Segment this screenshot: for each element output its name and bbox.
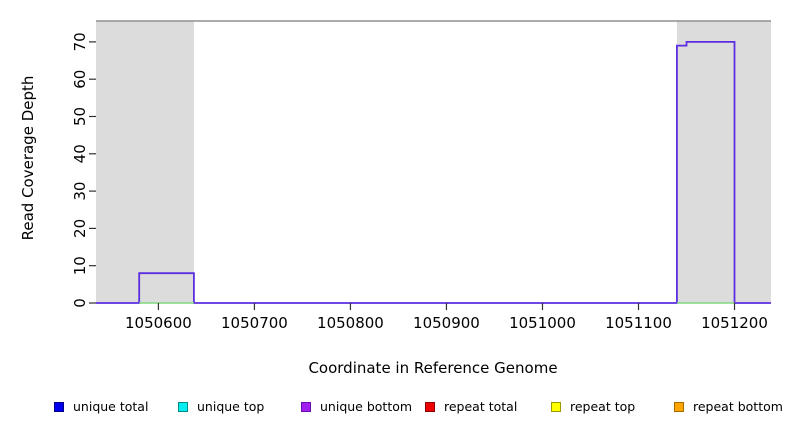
legend-item-unique-top: unique top [178,398,264,416]
legend-swatch-unique-top [178,402,188,412]
x-tick-label: 1051000 [509,314,576,332]
y-tick-label: 70 [71,32,89,51]
legend-swatch-repeat-top [551,402,561,412]
legend-swatch-unique-bottom [301,402,311,412]
legend-item-unique-total: unique total [54,398,148,416]
x-tick-label: 1050700 [221,314,288,332]
coverage-step-line [96,41,771,304]
chart-layers: 1050600 1050700 1050800 1050900 1051000 10511… [71,20,771,332]
y-tick-label: 40 [71,144,89,163]
repeat-region-left [96,21,194,303]
legend-swatch-repeat-total [425,402,435,412]
x-tick-label: 1051200 [701,314,768,332]
legend-item-repeat-total: repeat total [425,398,517,416]
x-axis-title: Coordinate in Reference Genome [308,359,557,377]
y-tick-label: 30 [71,182,89,201]
legend-label: unique bottom [320,399,413,414]
x-tick-label: 1051100 [605,314,672,332]
legend-swatch-repeat-bottom [674,402,684,412]
chart-legend: unique total unique top unique bottom re… [0,398,792,420]
legend-label: repeat bottom [693,399,783,414]
x-tick-label: 1050800 [317,314,384,332]
legend-label: unique top [197,399,265,414]
y-tick-label: 50 [71,107,89,126]
x-tick-label: 1050600 [125,314,192,332]
legend-item-repeat-top: repeat top [551,398,635,416]
legend-swatch-unique-total [54,402,64,412]
y-tick-label: 0 [71,298,89,308]
repeat-region-right [676,21,771,303]
coverage-chart: 1050600 1050700 1050800 1050900 1051000 10511… [19,20,771,377]
y-axis-title: Read Coverage Depth [19,76,37,241]
y-tick-label: 20 [71,219,89,238]
x-tick-label: 1050900 [413,314,480,332]
y-tick-label: 10 [71,256,89,275]
legend-item-repeat-bottom: repeat bottom [674,398,783,416]
legend-label: repeat top [570,399,636,414]
y-tick-label: 60 [71,70,89,89]
legend-label: repeat total [444,399,518,414]
legend-label: unique total [73,399,149,414]
legend-item-unique-bottom: unique bottom [301,398,412,416]
